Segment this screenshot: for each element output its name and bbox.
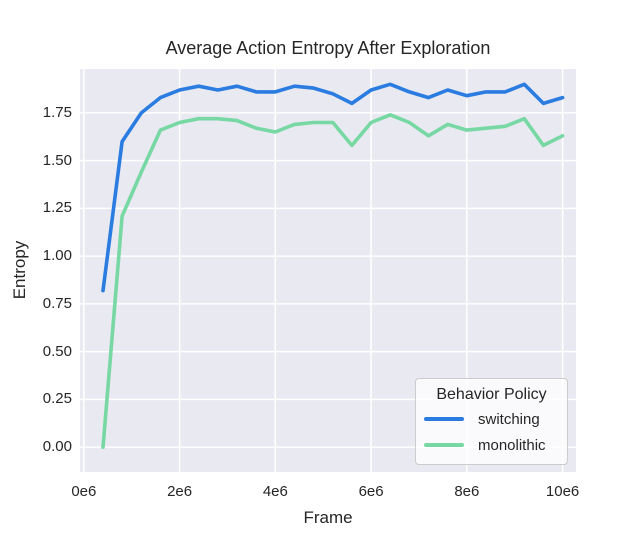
x-tick-label: 4e6	[262, 483, 288, 500]
series-line-switching	[101, 82, 565, 293]
y-tick-label: 0.50	[42, 342, 72, 360]
x-tick-label: 6e6	[358, 483, 384, 500]
legend-item-monolithic: monolithic	[424, 432, 559, 458]
y-tick-label: 1.00	[42, 247, 72, 265]
legend-label: switching	[478, 410, 540, 428]
y-tick-label: 1.50	[42, 151, 72, 169]
x-axis-label: Frame	[303, 508, 353, 527]
y-tick-label: 0.25	[42, 390, 72, 408]
y-tick-label: 1.25	[42, 199, 72, 217]
x-tick-label: 8e6	[454, 483, 480, 500]
legend: Behavior Policy switching monolithic	[415, 378, 568, 465]
y-tick-label: 0.75	[42, 294, 72, 312]
legend-items: switching monolithic	[424, 406, 559, 458]
chart-canvas	[80, 69, 576, 472]
legend-line-swatch-monolithic	[424, 443, 464, 447]
legend-label: monolithic	[478, 436, 546, 454]
chart-title: Average Action Entropy After Exploration	[165, 38, 491, 58]
plot-area	[80, 69, 576, 472]
y-tick-label: 0.00	[42, 438, 72, 456]
x-tick-label: 0e6	[71, 483, 97, 500]
x-tick-label: 2e6	[167, 483, 193, 500]
legend-line-swatch-switching	[424, 417, 464, 421]
series-line-monolithic	[101, 112, 565, 450]
y-axis-label: Entropy	[10, 240, 29, 300]
y-tick-label: 1.75	[42, 103, 72, 121]
legend-item-switching: switching	[424, 406, 559, 432]
legend-title: Behavior Policy	[436, 386, 547, 403]
x-tick-label: 10e6	[545, 483, 580, 500]
